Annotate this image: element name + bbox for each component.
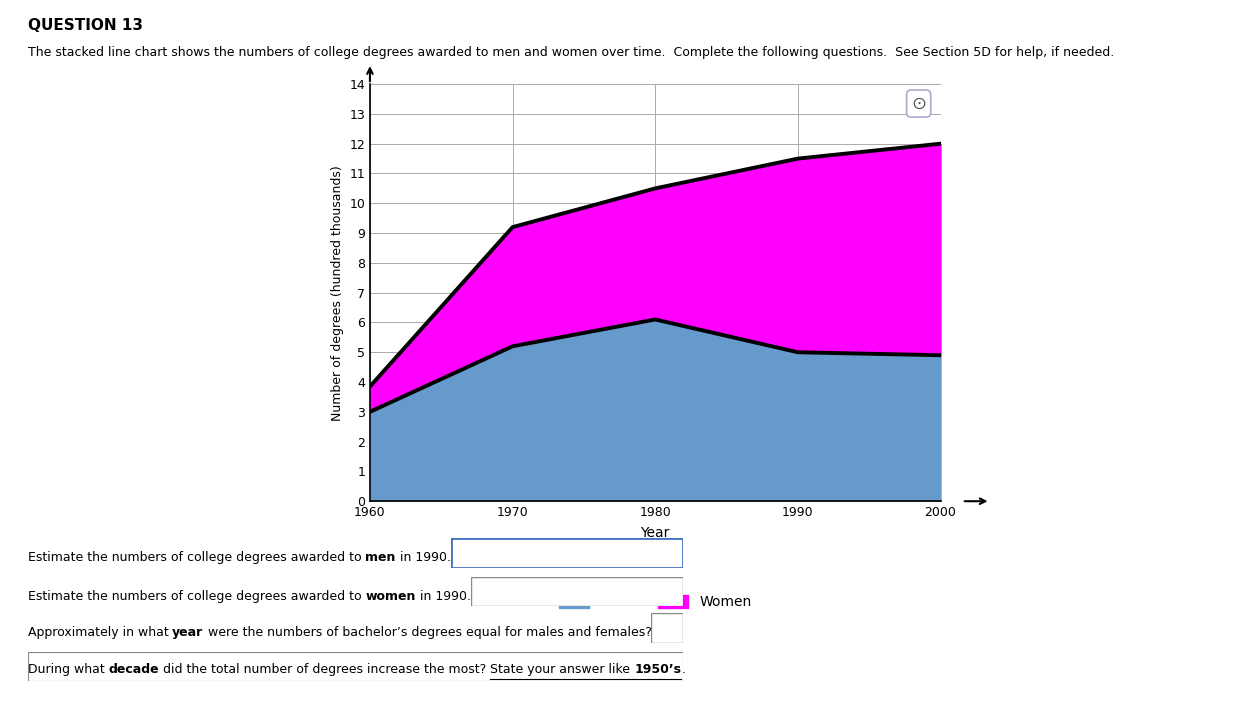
Text: The stacked line chart shows the numbers of college degrees awarded to men and w: The stacked line chart shows the numbers… [28, 46, 1114, 59]
Text: ⊙: ⊙ [912, 95, 927, 113]
Text: women: women [365, 590, 415, 603]
FancyBboxPatch shape [28, 652, 682, 681]
Text: were the numbers of bachelor’s degrees equal for males and females?: were the numbers of bachelor’s degrees e… [203, 626, 652, 639]
Text: Estimate the numbers of college degrees awarded to: Estimate the numbers of college degrees … [28, 551, 365, 564]
Y-axis label: Number of degrees (hundred thousands): Number of degrees (hundred thousands) [331, 165, 344, 421]
Text: QUESTION 13: QUESTION 13 [28, 18, 143, 32]
Text: in 1990.: in 1990. [395, 551, 450, 564]
Text: decade: decade [108, 662, 159, 676]
Text: Approximately in what: Approximately in what [28, 626, 172, 639]
Text: year: year [172, 626, 203, 639]
FancyBboxPatch shape [450, 538, 682, 568]
FancyBboxPatch shape [470, 577, 682, 606]
Text: in 1990.: in 1990. [415, 590, 470, 603]
Text: did the total number of degrees increase the most?: did the total number of degrees increase… [159, 662, 490, 676]
FancyBboxPatch shape [652, 613, 682, 643]
X-axis label: Year: Year [641, 526, 670, 540]
Legend: Men, Women: Men, Women [553, 590, 757, 615]
Text: Estimate the numbers of college degrees awarded to: Estimate the numbers of college degrees … [28, 590, 365, 603]
Text: .: . [681, 662, 685, 676]
Text: 1950’s: 1950’s [635, 662, 681, 676]
Text: State your answer like: State your answer like [490, 662, 635, 676]
Text: men: men [365, 551, 395, 564]
Text: During what: During what [28, 662, 108, 676]
